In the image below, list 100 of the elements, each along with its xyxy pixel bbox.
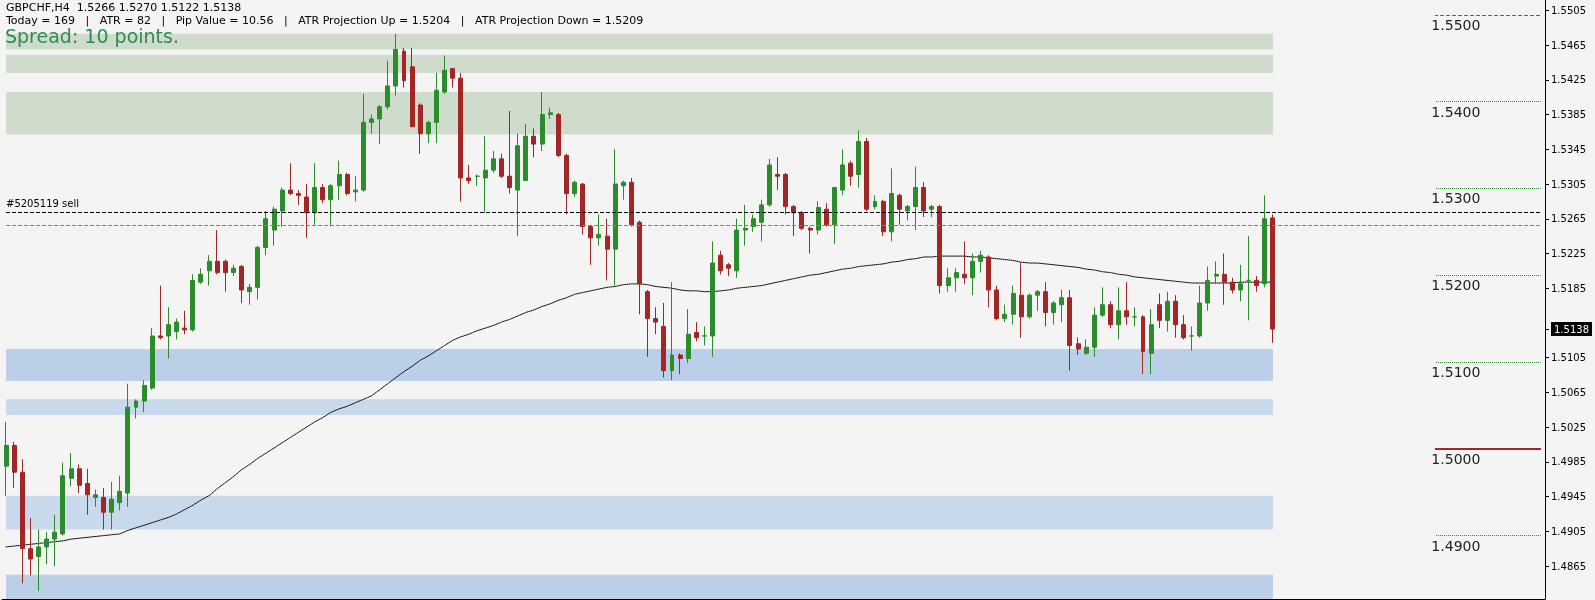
candlestick (905, 204, 910, 221)
candlestick (198, 267, 203, 285)
candlestick (1230, 277, 1235, 294)
candlestick (125, 383, 130, 508)
candlestick (1011, 285, 1016, 326)
candlestick (85, 468, 90, 516)
candlestick (166, 306, 171, 360)
y-tick-label: 1.5025 (1551, 421, 1586, 433)
candlestick (759, 199, 764, 242)
candlestick (182, 310, 187, 335)
candlestick (1059, 289, 1064, 323)
candlestick (434, 72, 439, 144)
candlestick (881, 199, 886, 237)
candlestick (1238, 264, 1243, 302)
candlestick (1100, 286, 1105, 318)
candlestick (864, 137, 869, 212)
candlestick (686, 308, 691, 364)
y-tick-label: 1.5138 (1554, 323, 1589, 335)
candlestick (377, 104, 382, 145)
candlestick (1092, 306, 1097, 358)
candlestick (12, 441, 17, 489)
candlestick (873, 194, 877, 210)
y-tick-label: 1.5065 (1551, 386, 1586, 398)
candlestick (1205, 266, 1210, 312)
candlestick (1157, 292, 1162, 329)
candlestick (345, 172, 350, 196)
candlestick (353, 175, 358, 202)
ref-line-label: 1.4900 (1431, 537, 1481, 554)
y-tick-label: 1.4945 (1551, 491, 1586, 503)
candlestick (832, 187, 837, 245)
y-tick-label: 1.5345 (1551, 143, 1586, 155)
candlestick (426, 120, 431, 144)
candlestick (937, 204, 942, 294)
candlestick (694, 321, 699, 342)
candlestick (1084, 338, 1089, 356)
candlestick (1067, 289, 1072, 372)
candlestick (994, 285, 999, 321)
candlestick (296, 189, 301, 206)
candlestick (1076, 337, 1081, 356)
candlestick (531, 127, 536, 158)
candlestick (1132, 306, 1137, 327)
candlestick (1116, 286, 1121, 340)
candlestick (580, 182, 585, 235)
candlestick (661, 302, 666, 379)
candlestick (312, 162, 317, 226)
candlestick (190, 273, 195, 333)
candlestick (4, 421, 9, 497)
candlestick (621, 180, 626, 201)
candlestick (799, 210, 804, 231)
candlestick (1214, 260, 1219, 285)
candlestick (483, 135, 488, 214)
candlestick (718, 250, 723, 275)
candlestick (393, 33, 398, 96)
candlestick (1019, 262, 1024, 339)
candlestick (751, 213, 756, 233)
candlestick (986, 254, 991, 308)
candlestick (783, 172, 788, 215)
candlestick (726, 262, 731, 277)
candlestick (629, 177, 634, 228)
candlestick (929, 204, 934, 218)
candlestick (970, 252, 975, 296)
candlestick (856, 129, 861, 189)
candlestick (1181, 314, 1186, 340)
candlestick (1002, 304, 1007, 323)
candlestick (1051, 300, 1056, 326)
candlestick (60, 462, 65, 537)
candlestick (239, 264, 244, 304)
candlestick (540, 91, 545, 152)
candlestick (1197, 285, 1202, 339)
candlestick (458, 72, 463, 202)
candlestick (207, 254, 212, 287)
candlestick (288, 162, 293, 196)
ref-line-label: 1.5500 (1431, 16, 1481, 33)
candlestick (36, 529, 41, 592)
candlestick (1124, 281, 1129, 326)
candlestick (913, 166, 918, 231)
ref-line-label: 1.5200 (1431, 277, 1481, 294)
candlestick (954, 267, 959, 293)
candlestick (816, 200, 821, 235)
y-tick-label: 1.5385 (1551, 109, 1586, 121)
candlestick (962, 240, 967, 285)
candlestick (215, 229, 220, 275)
candlestick (1262, 194, 1267, 288)
candlestick (548, 107, 553, 120)
candlestick (410, 47, 415, 128)
y-tick-label: 1.5265 (1551, 213, 1586, 225)
candlestick (1165, 291, 1170, 333)
candlestick (702, 325, 707, 347)
candlestick (20, 458, 25, 584)
candlestick (596, 213, 601, 247)
candlestick (1035, 289, 1040, 312)
candlestick (280, 187, 285, 228)
y-tick-label: 1.5305 (1551, 178, 1586, 190)
candlestick (564, 153, 569, 215)
ref-line-label: 1.5400 (1431, 103, 1481, 120)
y-tick-label: 1.5105 (1551, 352, 1586, 364)
y-tick-label: 1.4985 (1551, 456, 1586, 468)
candlestick (889, 167, 894, 242)
candlestick (1108, 300, 1113, 329)
candlestick (263, 210, 268, 256)
